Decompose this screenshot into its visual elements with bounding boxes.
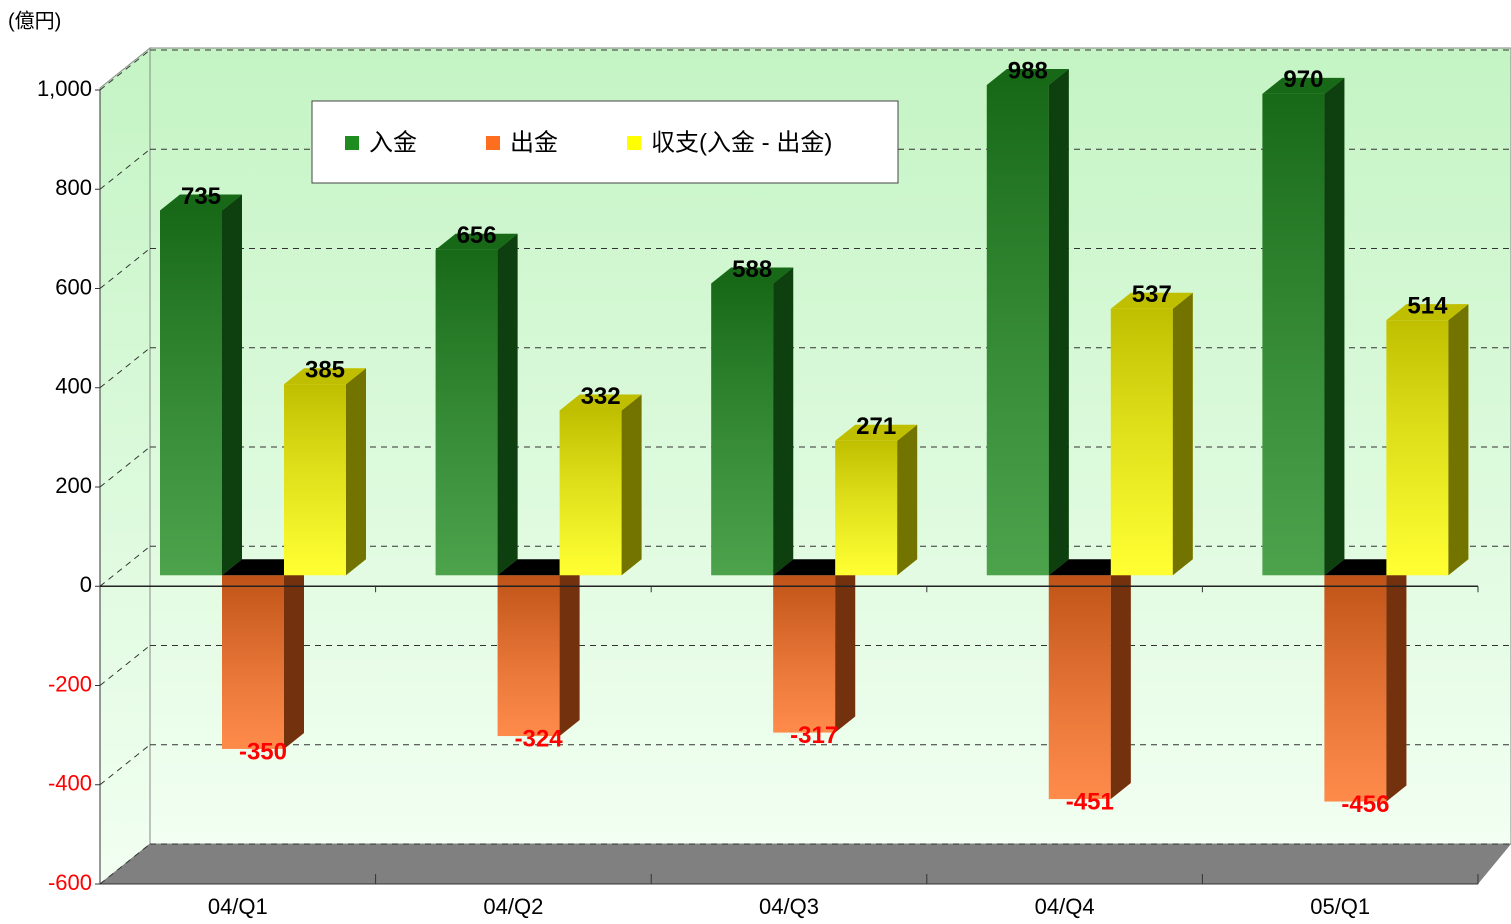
bar-shade [986,84,1049,576]
bar-side-shade [1324,77,1345,576]
data-label: 970 [1283,66,1323,93]
bar-side-shade [1048,68,1069,576]
bar-top [497,559,580,576]
bar-side-shade [1386,559,1407,802]
bar-side-shade [773,267,794,576]
y-tick-label: 400 [55,374,92,399]
bar-top-shade [284,368,366,385]
legend-swatch [627,136,641,150]
bar-top [1048,559,1131,576]
data-label: 537 [1132,281,1172,308]
left-wall [99,46,151,886]
bar-side-shade [1110,559,1131,800]
bar-top [559,394,642,411]
bar-side-shade [897,424,918,576]
bar-side-shade [497,233,518,576]
legend [311,100,899,184]
x-tick-label: 05/Q1 [1310,894,1370,919]
bar-side-shade [559,559,580,737]
bar-side-shade [284,559,304,749]
y-tick-label: -200 [48,671,92,696]
bar-shade [835,440,898,576]
bar-side-shade [1172,292,1193,576]
bar-top [1386,304,1469,321]
bar-top-shade [835,424,918,441]
y-tick-label: 1,000 [37,76,92,101]
bar-top [284,368,366,385]
data-label: 332 [581,383,621,410]
bar-shade [435,249,498,576]
bar-shade [711,283,774,576]
bar-side-shade [621,394,642,576]
bar-top-shade [986,68,1069,85]
bar-side-shade [835,559,856,733]
legend-label: 出金 [510,129,558,156]
x-tick-label: 04/Q4 [1035,894,1095,919]
bar-shade [1110,308,1173,576]
data-label: 988 [1008,57,1048,84]
x-tick-label: 04/Q3 [759,894,819,919]
y-tick-label: 0 [80,572,92,597]
bar-top [1324,559,1407,576]
bar-shade [773,575,836,733]
data-label: -456 [1341,791,1389,818]
data-label: -451 [1066,788,1114,815]
floor [100,844,1511,884]
bar-side-shade [222,194,242,576]
bar-top [1110,292,1193,309]
bar-top-shade [435,233,518,250]
bar-side-shade [346,368,366,576]
data-label: 514 [1407,293,1448,320]
data-label: -324 [515,725,564,752]
data-label: 656 [457,222,497,249]
legend-label: 入金 [369,129,417,156]
x-tick-label: 04/Q2 [483,894,543,919]
legend-swatch [345,136,359,150]
bar-top [160,194,242,211]
bar-top [773,559,856,576]
bar-top [835,424,918,441]
bar-top-shade [1262,77,1345,94]
bar-shade [1048,575,1111,800]
bar-top-shade [559,394,642,411]
bar-top [986,68,1069,85]
bar-top-shade [711,267,794,284]
bar-shade [1386,320,1449,576]
bar-shade [160,210,222,576]
bar-top-shade [1386,304,1469,321]
data-label: 271 [856,413,896,440]
data-label: 588 [732,256,772,283]
bar-shade [559,410,622,576]
legend-label: 収支(入金 - 出金) [651,129,832,156]
data-label: -350 [239,738,287,765]
bar-top-shade [160,194,242,211]
bar-top [711,267,794,284]
unit-label: (億円) [8,9,61,32]
bar-top [222,559,304,576]
y-tick-label: 200 [55,473,92,498]
bar-shade [284,384,346,576]
data-label: 385 [305,357,345,384]
bar-shade [497,575,560,737]
legend-swatch [486,136,500,150]
data-label: -317 [790,722,838,749]
bar-shade [1262,93,1325,576]
bar-shade [222,575,284,749]
bar-top-shade [1110,292,1193,309]
y-tick-label: -600 [48,870,92,895]
bar-top [435,233,518,250]
y-tick-label: -400 [48,771,92,796]
data-label: 735 [181,183,221,210]
y-tick-label: 600 [55,274,92,299]
bar-shade [1324,575,1387,802]
bar-side-shade [1448,304,1469,576]
y-tick-label: 800 [55,175,92,200]
x-tick-label: 04/Q1 [208,894,268,919]
bar-top [1262,77,1345,94]
